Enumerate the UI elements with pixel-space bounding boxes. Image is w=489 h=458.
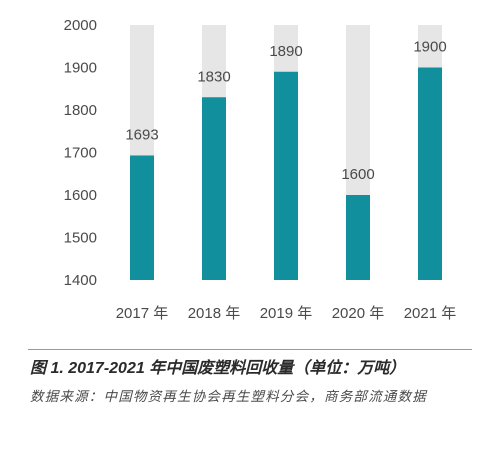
y-tick-label: 1400 <box>64 272 97 289</box>
y-tick-label: 2000 <box>64 17 97 34</box>
y-tick-label: 1600 <box>64 187 97 204</box>
bar-chart: 2000 1900 1800 1700 1600 1500 1400 1693 2017 年 18… <box>64 17 457 322</box>
bar <box>202 97 226 280</box>
data-label: 1693 <box>125 126 158 143</box>
bar <box>418 67 442 280</box>
x-tick-label: 2019 年 <box>260 305 313 322</box>
caption-divider <box>28 349 472 350</box>
y-tick-label: 1900 <box>64 60 97 77</box>
x-tick-label: 2018 年 <box>188 305 241 322</box>
data-label: 1900 <box>413 39 446 56</box>
y-tick-label: 1500 <box>64 230 97 247</box>
figure-caption-title: 图 1. 2017-2021 年中国废塑料回收量（单位：万吨） <box>30 360 406 377</box>
x-tick-label: 2021 年 <box>404 305 457 322</box>
y-tick-label: 1800 <box>64 102 97 119</box>
figure-caption-source: 数据来源：中国物资再生协会再生塑料分会，商务部流通数据 <box>30 389 427 404</box>
y-tick-label: 1700 <box>64 145 97 162</box>
data-label: 1830 <box>197 68 230 85</box>
data-label: 1890 <box>269 43 302 60</box>
x-tick-label: 2020 年 <box>332 305 385 322</box>
x-tick-label: 2017 年 <box>116 305 169 322</box>
bar <box>346 195 370 280</box>
data-label: 1600 <box>341 166 374 183</box>
bar <box>274 71 298 280</box>
bar <box>130 155 154 280</box>
